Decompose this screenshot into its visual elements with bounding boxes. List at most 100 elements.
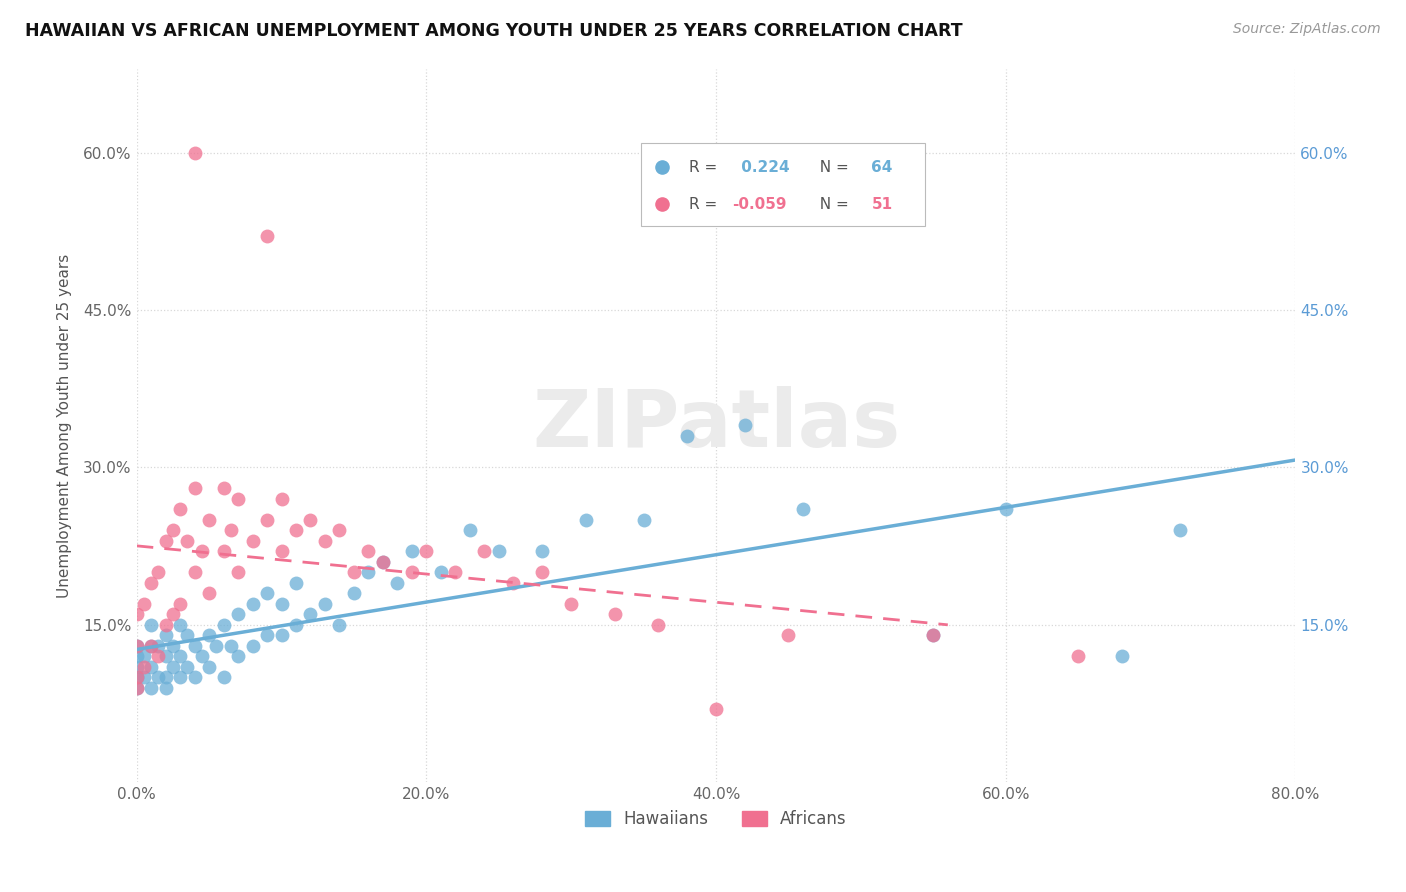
Point bbox=[162, 524, 184, 538]
Point bbox=[488, 544, 510, 558]
Point bbox=[148, 670, 170, 684]
Point bbox=[242, 533, 264, 548]
Point bbox=[212, 670, 235, 684]
Point bbox=[285, 575, 308, 590]
Point bbox=[169, 618, 191, 632]
Point bbox=[1168, 524, 1191, 538]
Point bbox=[191, 649, 214, 664]
FancyBboxPatch shape bbox=[641, 144, 925, 226]
Point bbox=[994, 502, 1017, 516]
Point bbox=[502, 575, 524, 590]
Point bbox=[531, 544, 554, 558]
Point bbox=[328, 618, 350, 632]
Point bbox=[139, 660, 162, 674]
Point bbox=[125, 607, 148, 622]
Point bbox=[148, 649, 170, 664]
Point bbox=[169, 649, 191, 664]
Point bbox=[183, 639, 205, 653]
Point bbox=[314, 597, 336, 611]
Point bbox=[176, 628, 198, 642]
Point bbox=[125, 681, 148, 695]
Point bbox=[603, 607, 626, 622]
Point bbox=[219, 639, 242, 653]
Point bbox=[212, 482, 235, 496]
Point bbox=[139, 575, 162, 590]
Point bbox=[125, 639, 148, 653]
Point bbox=[734, 418, 756, 433]
Point bbox=[162, 660, 184, 674]
Point bbox=[270, 628, 292, 642]
Point bbox=[205, 639, 228, 653]
Point bbox=[299, 513, 322, 527]
Text: Source: ZipAtlas.com: Source: ZipAtlas.com bbox=[1233, 22, 1381, 37]
Point bbox=[371, 555, 394, 569]
Point bbox=[922, 628, 945, 642]
Point bbox=[198, 628, 221, 642]
Point bbox=[226, 566, 249, 580]
Text: 64: 64 bbox=[872, 160, 893, 175]
Point bbox=[444, 566, 467, 580]
Point bbox=[183, 670, 205, 684]
Point bbox=[676, 429, 699, 443]
Point bbox=[401, 544, 423, 558]
Point bbox=[458, 524, 481, 538]
Point bbox=[371, 555, 394, 569]
Point bbox=[155, 649, 177, 664]
Point bbox=[183, 145, 205, 160]
Text: N =: N = bbox=[810, 160, 853, 175]
Point bbox=[198, 660, 221, 674]
Point bbox=[183, 482, 205, 496]
Point bbox=[125, 681, 148, 695]
Point bbox=[148, 566, 170, 580]
Point bbox=[285, 524, 308, 538]
Point bbox=[139, 681, 162, 695]
Point bbox=[242, 597, 264, 611]
Point bbox=[176, 660, 198, 674]
Point bbox=[575, 513, 598, 527]
Point bbox=[148, 639, 170, 653]
Point bbox=[139, 639, 162, 653]
Point bbox=[162, 639, 184, 653]
Point bbox=[357, 544, 380, 558]
Point bbox=[132, 597, 155, 611]
Point bbox=[778, 628, 800, 642]
Point bbox=[256, 628, 278, 642]
Point bbox=[401, 566, 423, 580]
Point bbox=[922, 628, 945, 642]
Point bbox=[139, 618, 162, 632]
Point bbox=[314, 533, 336, 548]
Point bbox=[1111, 649, 1133, 664]
Text: 0.224: 0.224 bbox=[735, 160, 789, 175]
Point bbox=[219, 524, 242, 538]
Point bbox=[270, 544, 292, 558]
Text: -0.059: -0.059 bbox=[733, 196, 787, 211]
Point bbox=[256, 229, 278, 244]
Y-axis label: Unemployment Among Youth under 25 years: Unemployment Among Youth under 25 years bbox=[58, 253, 72, 598]
Point bbox=[472, 544, 495, 558]
Point bbox=[560, 597, 582, 611]
Text: N =: N = bbox=[810, 196, 853, 211]
Point bbox=[226, 607, 249, 622]
Point bbox=[212, 618, 235, 632]
Point bbox=[155, 533, 177, 548]
Point bbox=[125, 660, 148, 674]
Text: HAWAIIAN VS AFRICAN UNEMPLOYMENT AMONG YOUTH UNDER 25 YEARS CORRELATION CHART: HAWAIIAN VS AFRICAN UNEMPLOYMENT AMONG Y… bbox=[25, 22, 963, 40]
Text: 51: 51 bbox=[872, 196, 893, 211]
Point bbox=[125, 670, 148, 684]
Text: R =: R = bbox=[689, 196, 723, 211]
Text: R =: R = bbox=[689, 160, 723, 175]
Point bbox=[270, 597, 292, 611]
Point bbox=[415, 544, 437, 558]
Point bbox=[256, 586, 278, 600]
Point bbox=[270, 491, 292, 506]
Point bbox=[155, 670, 177, 684]
Point bbox=[125, 649, 148, 664]
Point bbox=[132, 649, 155, 664]
Point bbox=[169, 597, 191, 611]
Point bbox=[155, 628, 177, 642]
Point bbox=[704, 702, 727, 716]
Point bbox=[212, 544, 235, 558]
Point bbox=[387, 575, 409, 590]
Point bbox=[125, 639, 148, 653]
Point bbox=[226, 491, 249, 506]
